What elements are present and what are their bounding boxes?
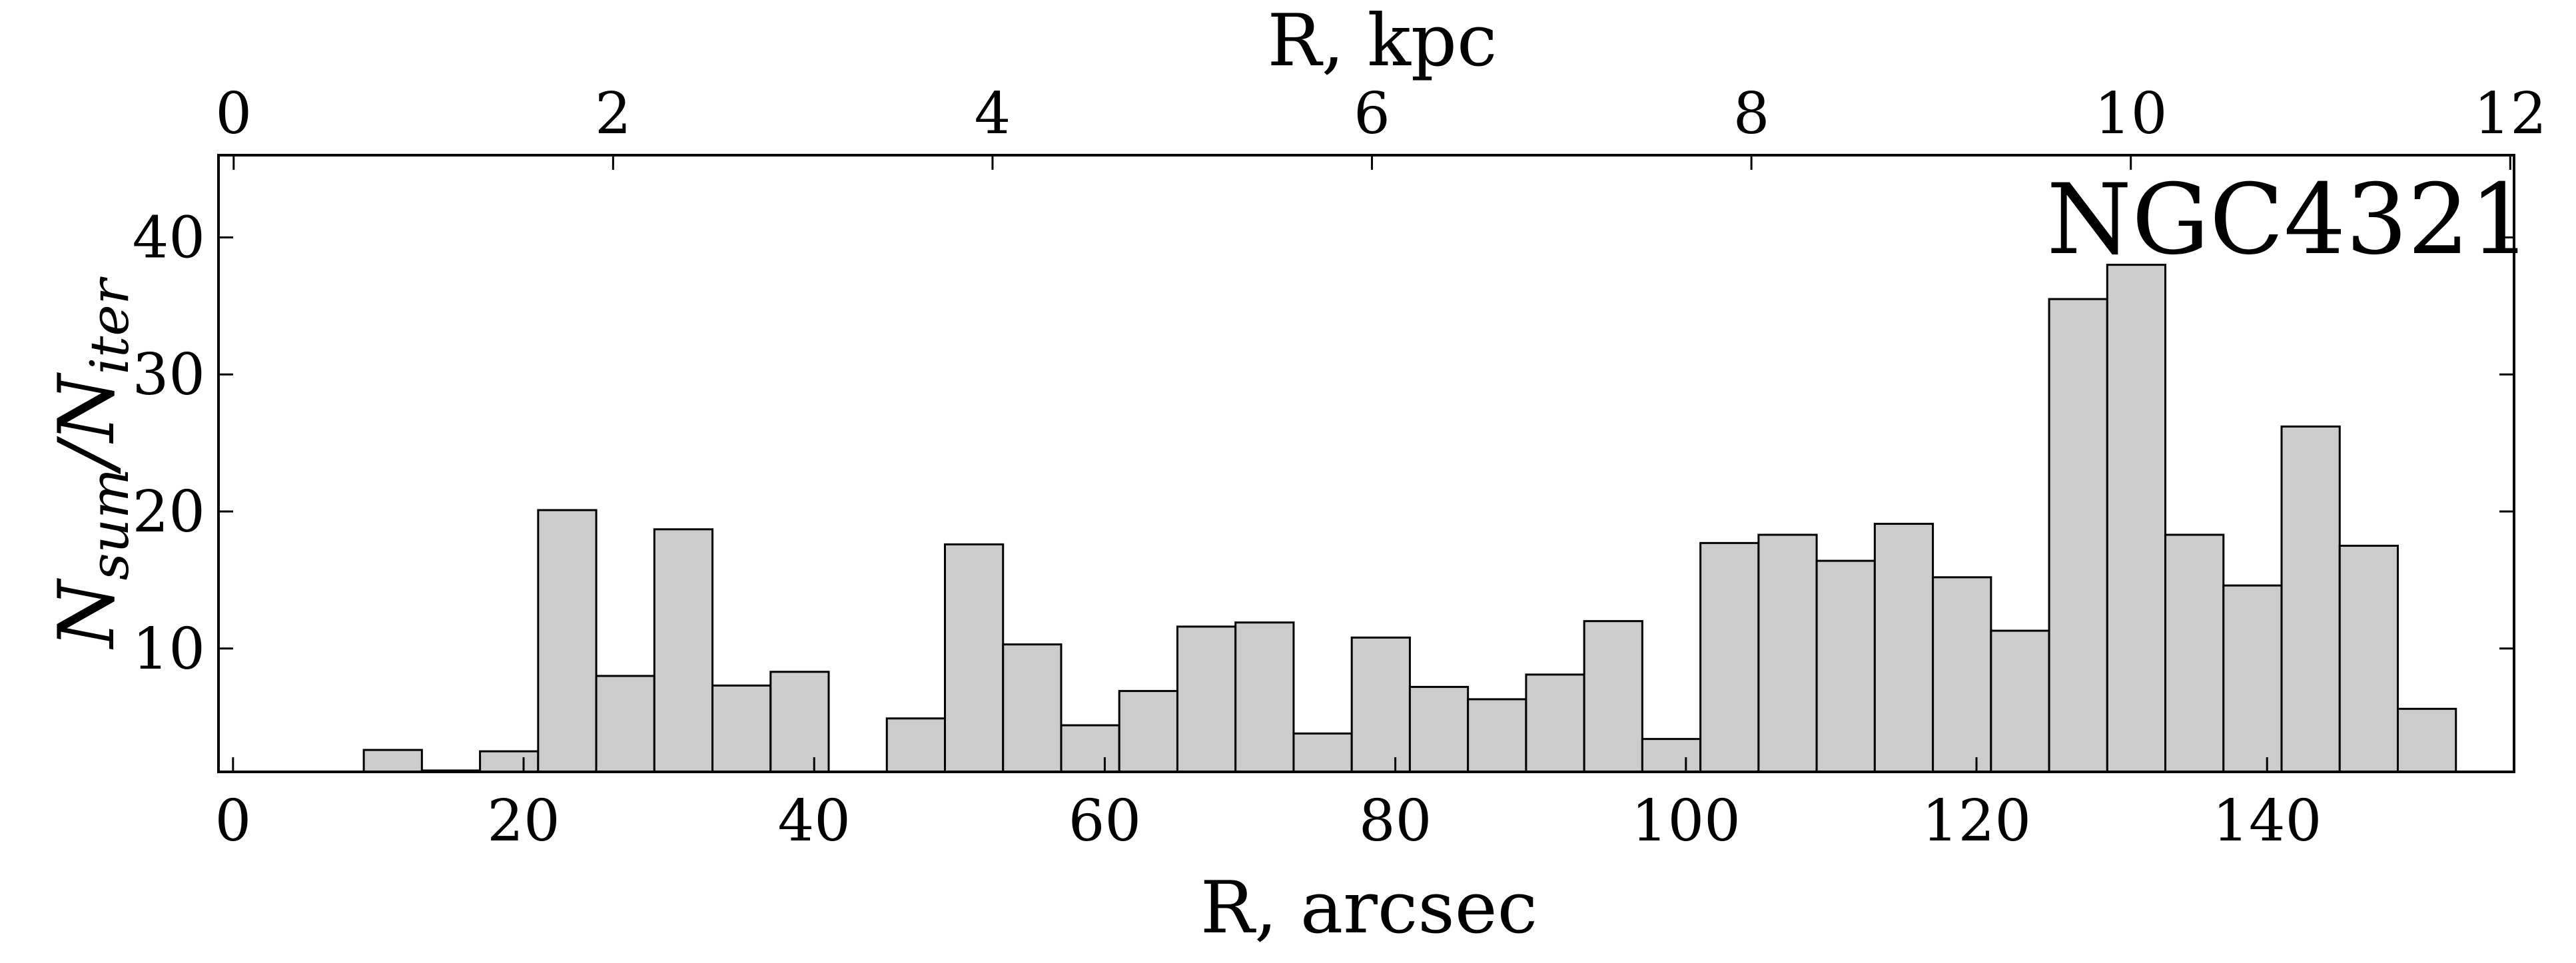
histogram-bar [1583,620,1643,773]
histogram-bar [1699,541,1760,773]
x2-axis-title: R, kpc [1267,0,1497,83]
y-label-n2: N [42,372,132,444]
y-tick-label: 30 [133,342,205,408]
y-label-sub1: sum [79,468,141,580]
histogram-bar [944,543,1005,773]
histogram-bar [2106,264,2167,773]
histogram-bar [1002,643,1063,773]
histogram-bar [1118,690,1178,773]
histogram-bar [2164,533,2225,773]
histogram-bar [1932,576,1992,773]
x-tick-label: 0 [215,788,251,854]
histogram-bar [2048,298,2108,773]
x2-tick-label: 2 [595,81,632,147]
y-axis-title: Nsum/Niter [42,276,141,650]
bars-group [362,264,2457,773]
histogram-bar [1873,523,1934,773]
histogram-bar [2397,707,2457,773]
histogram-bar [2280,425,2341,773]
histogram-bar [362,749,423,773]
histogram-bar [595,675,655,773]
histogram-bar [653,528,714,773]
x2-tick-label: 10 [2094,81,2167,147]
y-label-sub2: iter [79,276,141,374]
x-tick-label: 40 [777,788,850,854]
histogram-bar [1234,621,1295,773]
histogram-bar [1060,724,1120,773]
histogram-bar [885,717,947,773]
x-tick-label: 120 [1922,788,2031,854]
x2-tick-label: 8 [1733,81,1770,147]
ticks-group: 0 20 40 60 80 100 120 140 0 2 4 6 8 10 12 10 20 30 40 [133,81,2547,854]
x2-tick-label: 12 [2474,81,2547,147]
y-tick-label: 20 [133,479,205,545]
histogram-bar [1408,685,1470,773]
histogram-bar [537,509,598,773]
histogram-bar [479,750,540,773]
plot-frame [217,154,2515,773]
x-tick-label: 100 [1631,788,1741,854]
histogram-bar [1990,629,2050,773]
x-tick-label: 60 [1069,788,1141,854]
y-tick-label: 40 [133,204,205,271]
x-tick-label: 80 [1359,788,1432,854]
histogram-bar [1292,732,1353,773]
x-tick-label: 140 [2212,788,2322,854]
histogram-bar [1350,636,1411,773]
x2-tick-label: 4 [975,81,1011,147]
histogram-bar [769,671,830,773]
histogram-bar [711,684,772,773]
histogram-bar [2222,584,2283,773]
histogram-bar [1815,559,1876,773]
histogram-bar [2338,544,2399,773]
histogram-bar [1525,673,1585,773]
x2-tick-label: 6 [1354,81,1390,147]
y-label-n1: N [42,578,132,650]
histogram-bar [1176,625,1237,773]
histogram-bar [1641,738,1702,773]
histogram-bar [1467,698,1527,773]
galaxy-label: NGC4321 [2046,163,2531,276]
y-tick-label: 10 [133,616,205,683]
x-tick-label: 20 [487,788,560,854]
x-axis-title: R, arcsec [1200,866,1537,950]
histogram-bar [1757,533,1818,773]
x2-tick-label: 0 [215,81,252,147]
